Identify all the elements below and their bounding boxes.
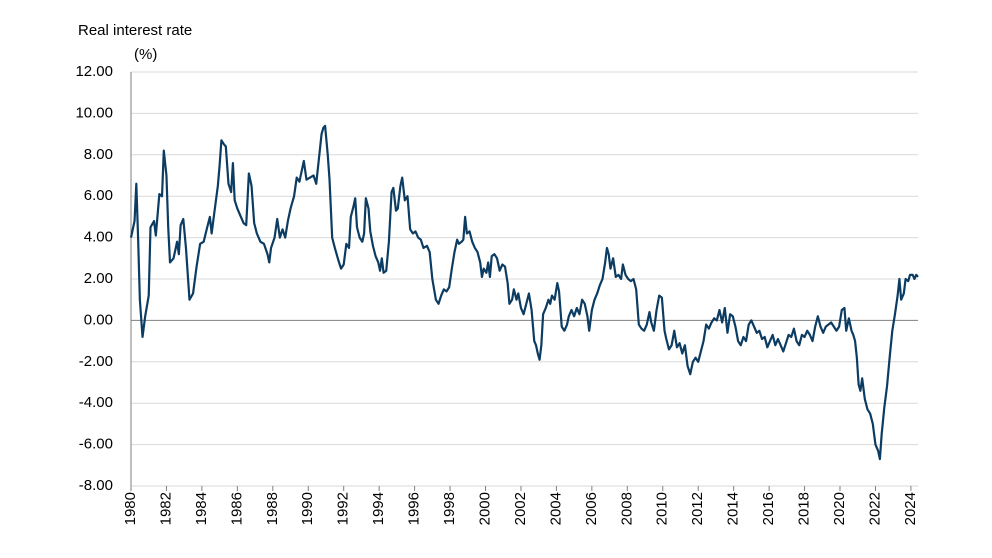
x-tick-label: 1990 (299, 492, 316, 525)
x-tick-label: 2004 (547, 492, 564, 525)
x-tick-label: 2024 (902, 492, 919, 525)
x-tick-label: 2020 (831, 492, 848, 525)
y-tick-label: 4.00 (84, 229, 113, 246)
x-tick-label: 1988 (264, 492, 281, 525)
x-tick-label: 2008 (618, 492, 635, 525)
x-tick-label: 1994 (370, 492, 387, 525)
x-tick-label: 1984 (193, 492, 210, 525)
x-tick-label: 2000 (476, 492, 493, 525)
y-tick-label: 6.00 (84, 187, 113, 204)
x-tick-label: 2010 (654, 492, 671, 525)
y-tick-label: 2.00 (84, 270, 113, 287)
y-tick-label: -8.00 (79, 477, 113, 494)
x-tick-label: 1992 (335, 492, 352, 525)
x-tick-label: 2006 (583, 492, 600, 525)
y-tick-label: -6.00 (79, 436, 113, 453)
x-tick-label: 2022 (866, 492, 883, 525)
x-tick-label: 2002 (512, 492, 529, 525)
y-tick-label: 8.00 (84, 146, 113, 163)
y-axis-label: (%) (134, 46, 157, 63)
x-tick-label: 2012 (689, 492, 706, 525)
x-tick-label: 1980 (122, 492, 139, 525)
y-tick-label: 12.00 (75, 63, 113, 80)
x-tick-label: 1986 (228, 492, 245, 525)
x-tick-label: 1982 (157, 492, 174, 525)
y-tick-label: -2.00 (79, 353, 113, 370)
y-tick-label: -4.00 (79, 394, 113, 411)
x-tick-label: 2014 (725, 492, 742, 525)
x-tick-label: 2016 (760, 492, 777, 525)
x-tick-label: 2018 (796, 492, 813, 525)
x-tick-label: 1998 (441, 492, 458, 525)
y-tick-label: 10.00 (75, 104, 113, 121)
line-series (129, 124, 919, 461)
y-tick-label: 0.00 (84, 311, 113, 328)
chart-title: Real interest rate (78, 22, 192, 39)
x-tick-label: 1996 (406, 492, 423, 525)
